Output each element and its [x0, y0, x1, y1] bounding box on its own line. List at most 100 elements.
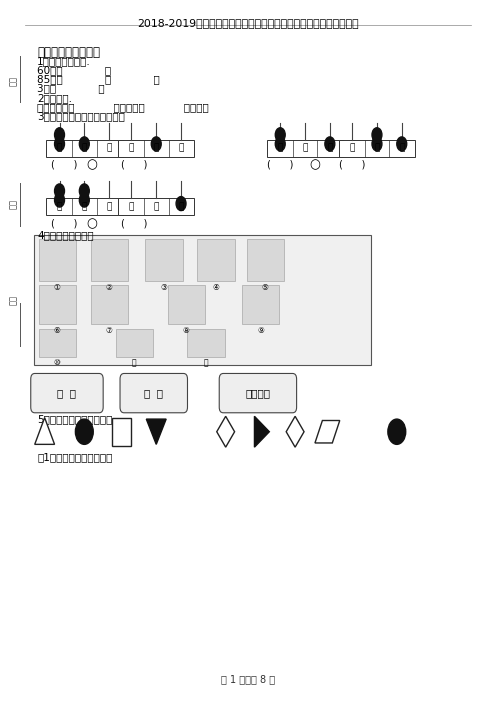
Circle shape	[79, 184, 89, 198]
FancyBboxPatch shape	[116, 329, 153, 357]
Polygon shape	[286, 416, 304, 447]
Circle shape	[397, 137, 407, 151]
Text: (      ): ( )	[121, 160, 147, 170]
Text: 玩  具: 玩 具	[58, 388, 76, 398]
Text: 十: 十	[154, 144, 159, 152]
Text: 60秒＝             分: 60秒＝ 分	[37, 65, 111, 75]
FancyBboxPatch shape	[187, 329, 225, 357]
Text: ⑪: ⑪	[131, 358, 136, 367]
FancyBboxPatch shape	[242, 285, 279, 324]
Text: 个: 个	[107, 144, 112, 152]
Polygon shape	[315, 420, 340, 443]
Text: 百: 百	[350, 144, 355, 152]
FancyBboxPatch shape	[168, 285, 205, 324]
Text: 百: 百	[57, 202, 62, 211]
Text: 十: 十	[303, 144, 308, 152]
Text: 分数: 分数	[9, 76, 18, 86]
Circle shape	[372, 137, 382, 151]
Text: ⑩: ⑩	[54, 358, 61, 367]
Text: 个: 个	[179, 202, 184, 211]
Text: 百: 百	[278, 144, 283, 152]
FancyBboxPatch shape	[91, 239, 128, 281]
Circle shape	[55, 184, 64, 198]
Text: ②: ②	[106, 283, 113, 292]
Text: (      ): ( )	[51, 160, 78, 170]
Text: 个: 个	[179, 144, 184, 152]
Text: 个: 个	[399, 144, 404, 152]
Text: (      ): ( )	[339, 160, 366, 170]
Text: (      ): ( )	[51, 218, 78, 228]
Text: 3时＝             分: 3时＝ 分	[37, 84, 105, 93]
Text: 2．填一填.: 2．填一填.	[37, 93, 72, 103]
Text: ⑫: ⑫	[203, 358, 208, 367]
Polygon shape	[217, 416, 235, 447]
Text: 十: 十	[374, 144, 379, 152]
Text: (      ): ( )	[267, 160, 294, 170]
Circle shape	[79, 193, 89, 207]
FancyBboxPatch shape	[46, 198, 123, 215]
Text: 十: 十	[154, 202, 159, 211]
FancyBboxPatch shape	[120, 373, 187, 413]
Text: ①: ①	[54, 283, 61, 292]
Text: ④: ④	[212, 283, 219, 292]
Circle shape	[55, 137, 64, 151]
Circle shape	[75, 419, 93, 444]
Text: ○: ○	[86, 217, 97, 230]
Text: 85分＝             时             分: 85分＝ 时 分	[37, 74, 160, 84]
Polygon shape	[146, 419, 166, 444]
Text: 题号: 题号	[9, 296, 18, 305]
FancyBboxPatch shape	[267, 140, 343, 157]
FancyBboxPatch shape	[112, 418, 131, 446]
FancyBboxPatch shape	[219, 373, 297, 413]
Text: 2018-2019年贵阳市云岩区新建小学一年级下册数学期末测试含答案: 2018-2019年贵阳市云岩区新建小学一年级下册数学期末测试含答案	[137, 18, 359, 27]
Text: ⑦: ⑦	[106, 326, 113, 335]
Text: ○: ○	[310, 159, 320, 171]
Circle shape	[55, 193, 64, 207]
Text: 5．分类整理下面的图形。: 5．分类整理下面的图形。	[37, 414, 113, 424]
Text: 服装鞋帽: 服装鞋帽	[246, 388, 270, 398]
Circle shape	[420, 419, 438, 444]
Text: 十: 十	[82, 144, 87, 152]
Circle shape	[353, 419, 371, 444]
FancyBboxPatch shape	[34, 235, 371, 365]
FancyBboxPatch shape	[145, 239, 183, 281]
FancyBboxPatch shape	[118, 140, 194, 157]
FancyBboxPatch shape	[31, 373, 103, 413]
FancyBboxPatch shape	[39, 329, 76, 357]
Polygon shape	[35, 418, 55, 444]
Circle shape	[275, 128, 285, 142]
FancyBboxPatch shape	[39, 239, 76, 281]
Circle shape	[182, 419, 200, 444]
Text: 百: 百	[129, 202, 134, 211]
FancyBboxPatch shape	[197, 239, 235, 281]
Text: ⑧: ⑧	[183, 326, 189, 335]
Text: 第 1 页，共 8 页: 第 1 页，共 8 页	[221, 675, 275, 684]
Text: (      ): ( )	[121, 218, 147, 228]
FancyBboxPatch shape	[247, 239, 284, 281]
FancyBboxPatch shape	[339, 140, 415, 157]
Circle shape	[151, 137, 161, 151]
Text: （1）按图形的形状分一分: （1）按图形的形状分一分	[37, 452, 113, 462]
Text: 十: 十	[82, 202, 87, 211]
Circle shape	[275, 137, 285, 151]
FancyBboxPatch shape	[46, 140, 123, 157]
Circle shape	[372, 128, 382, 142]
FancyBboxPatch shape	[39, 285, 76, 324]
Text: 1．填上适当的数.: 1．填上适当的数.	[37, 56, 91, 66]
Text: 班名: 班名	[9, 199, 18, 208]
Circle shape	[79, 137, 89, 151]
Text: 一、想一想，填一填: 一、想一想，填一填	[37, 46, 100, 59]
Text: ○: ○	[86, 159, 97, 171]
Text: ⑥: ⑥	[54, 326, 61, 335]
Circle shape	[55, 128, 64, 142]
Text: ⑤: ⑤	[262, 283, 269, 292]
Polygon shape	[254, 416, 269, 447]
Text: 平行四边形有            个钝角，有            个锐角．: 平行四边形有 个钝角，有 个锐角．	[37, 102, 209, 112]
FancyBboxPatch shape	[91, 285, 128, 324]
Circle shape	[176, 197, 186, 211]
Text: 4．按要求分一分。: 4．按要求分一分。	[37, 230, 94, 240]
Circle shape	[388, 419, 406, 444]
Text: ⑨: ⑨	[257, 326, 264, 335]
Text: 百: 百	[57, 144, 62, 152]
Text: 文  具: 文 具	[144, 388, 163, 398]
